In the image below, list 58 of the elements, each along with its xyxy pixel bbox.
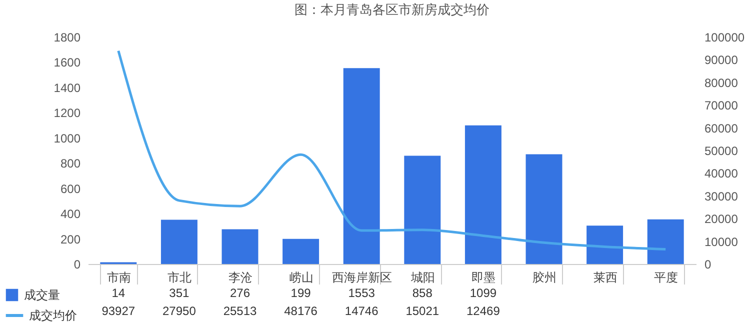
y-tick-label: 800 <box>60 156 81 171</box>
y2-tick-label: 30000 <box>704 189 738 204</box>
bar <box>222 229 258 264</box>
y-tick-label: 1600 <box>54 56 81 70</box>
data-label: 15021 <box>406 304 440 318</box>
y-tick-label: 200 <box>60 232 81 246</box>
bar <box>282 238 320 264</box>
y2-tick-label: 40000 <box>704 166 738 181</box>
data-label: 48176 <box>284 304 318 318</box>
data-label: 12469 <box>466 304 500 318</box>
data-label: 1099 <box>470 286 497 300</box>
legend-label: 成交均价 <box>29 308 77 322</box>
x-tick-label: 市南 <box>106 270 131 284</box>
y2-tick-label: 70000 <box>704 98 738 113</box>
y2-tick-label: 0 <box>704 258 712 272</box>
y-tick-label: 1000 <box>54 131 81 146</box>
x-tick-label: 市北 <box>168 270 192 284</box>
x-tick-label: 胶州 <box>532 270 556 284</box>
x-tick-label: 莱西 <box>593 270 618 284</box>
x-tick-label: 即墨 <box>472 270 496 284</box>
bar <box>160 220 198 264</box>
bar <box>343 68 380 264</box>
bar <box>404 156 441 264</box>
y2-tick-label: 20000 <box>704 212 738 226</box>
data-label: 93927 <box>102 304 136 318</box>
x-tick-label: 李沧 <box>228 270 252 284</box>
data-label: 276 <box>230 286 250 300</box>
y2-tick-label: 100000 <box>704 30 745 44</box>
data-label: 25513 <box>223 304 258 318</box>
bar <box>647 219 684 264</box>
data-label: 14746 <box>344 304 379 318</box>
x-tick-label: 西海岸新区 <box>332 270 392 284</box>
x-tick-label: 平度 <box>654 270 678 284</box>
legend-label: 成交量 <box>24 288 60 302</box>
y-tick-label: 1400 <box>54 80 81 95</box>
x-tick-label: 城阳 <box>410 270 435 284</box>
y-tick-label: 1800 <box>54 30 81 44</box>
y2-tick-label: 60000 <box>704 121 738 136</box>
y-tick-label: 600 <box>60 182 81 196</box>
data-label: 27950 <box>162 304 196 318</box>
y2-tick-label: 50000 <box>704 144 738 158</box>
y-tick-label: 1200 <box>54 106 81 120</box>
bar <box>526 154 562 264</box>
data-label: 199 <box>290 286 312 300</box>
y-tick-label: 400 <box>60 207 81 222</box>
bar <box>586 226 624 264</box>
chart-title: 图：本月青岛各区市新房成交均价 <box>294 2 490 17</box>
y2-tick-label: 10000 <box>704 234 738 249</box>
data-label: 351 <box>169 286 190 300</box>
y-tick-label: 0 <box>74 258 81 272</box>
data-label: 858 <box>412 286 433 300</box>
data-label: 1553 <box>348 286 376 300</box>
y2-tick-label: 90000 <box>704 53 738 68</box>
bar <box>464 125 502 264</box>
data-label: 14 <box>112 286 126 300</box>
x-tick-label: 崂山 <box>289 270 314 284</box>
y2-tick-label: 80000 <box>704 76 738 90</box>
line-series <box>117 50 667 250</box>
